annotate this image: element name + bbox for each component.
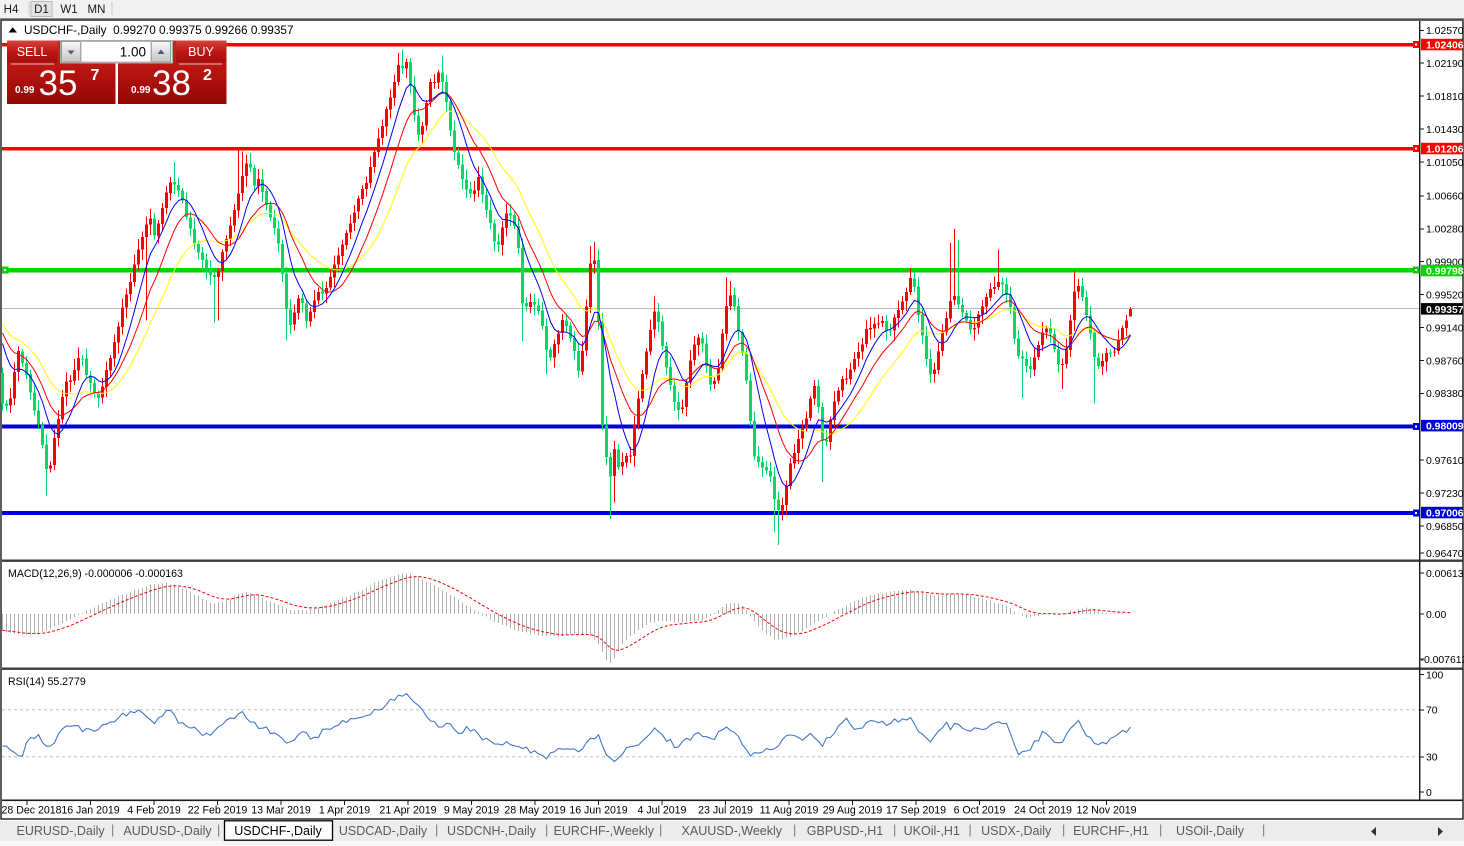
- svg-text:H4: H4: [4, 4, 19, 16]
- svg-text:35: 35: [39, 64, 78, 103]
- svg-text:23 Jul 2019: 23 Jul 2019: [698, 805, 753, 817]
- svg-text:MN: MN: [88, 4, 106, 16]
- svg-text:0.99357: 0.99357: [1426, 305, 1464, 316]
- svg-text:USDCNH-,Daily: USDCNH-,Daily: [447, 824, 537, 838]
- svg-text:28 May 2019: 28 May 2019: [504, 805, 565, 817]
- svg-text:0.00: 0.00: [1426, 610, 1446, 621]
- svg-text:AUDUSD-,Daily: AUDUSD-,Daily: [123, 824, 212, 838]
- svg-text:0.97610: 0.97610: [1426, 456, 1464, 467]
- svg-text:100: 100: [1426, 670, 1444, 681]
- svg-text:USDX-,Daily: USDX-,Daily: [981, 824, 1052, 838]
- svg-text:11 Aug 2019: 11 Aug 2019: [760, 805, 819, 817]
- svg-text:USDCAD-,Daily: USDCAD-,Daily: [339, 824, 428, 838]
- svg-text:16 Jun 2019: 16 Jun 2019: [569, 805, 627, 817]
- svg-text:13 Mar 2019: 13 Mar 2019: [251, 805, 311, 817]
- svg-text:0.99: 0.99: [131, 85, 151, 96]
- svg-text:1.02190: 1.02190: [1426, 59, 1464, 70]
- svg-text:0.99140: 0.99140: [1426, 323, 1464, 334]
- svg-text:38: 38: [152, 64, 191, 103]
- svg-text:UKOil-,H1: UKOil-,H1: [904, 824, 960, 838]
- svg-text:SELL: SELL: [17, 45, 48, 59]
- svg-text:D1: D1: [34, 4, 49, 16]
- svg-text:EURCHF-,H1: EURCHF-,H1: [1073, 824, 1149, 838]
- svg-text:6 Oct 2019: 6 Oct 2019: [954, 805, 1006, 817]
- svg-text:0.98009: 0.98009: [1426, 422, 1464, 433]
- svg-text:0.98380: 0.98380: [1426, 389, 1464, 400]
- svg-text:BUY: BUY: [188, 45, 214, 59]
- svg-text:9 May 2019: 9 May 2019: [444, 805, 499, 817]
- svg-text:0.99520: 0.99520: [1426, 290, 1464, 301]
- svg-text:RSI(14) 55.2779: RSI(14) 55.2779: [8, 676, 86, 688]
- svg-text:1.00: 1.00: [120, 45, 146, 60]
- svg-text:USOil-,Daily: USOil-,Daily: [1176, 824, 1245, 838]
- svg-text:22 Feb 2019: 22 Feb 2019: [188, 805, 248, 817]
- svg-text:30: 30: [1426, 753, 1438, 764]
- svg-text:0.97006: 0.97006: [1426, 509, 1464, 520]
- svg-text:24 Oct 2019: 24 Oct 2019: [1014, 805, 1072, 817]
- svg-text:W1: W1: [60, 4, 77, 16]
- svg-text:-0.007612: -0.007612: [1421, 655, 1464, 666]
- svg-text:1.01430: 1.01430: [1426, 125, 1464, 136]
- svg-text:1.01050: 1.01050: [1426, 158, 1464, 169]
- svg-text:1.00660: 1.00660: [1426, 192, 1464, 203]
- svg-text:1.01810: 1.01810: [1426, 92, 1464, 103]
- svg-text:29 Aug 2019: 29 Aug 2019: [823, 805, 883, 817]
- svg-text:0.99798: 0.99798: [1426, 267, 1464, 278]
- svg-text:EURCHF-,Weekly: EURCHF-,Weekly: [554, 824, 655, 838]
- svg-text:12 Nov 2019: 12 Nov 2019: [1076, 805, 1136, 817]
- svg-text:0.00613: 0.00613: [1426, 569, 1464, 580]
- svg-text:21 Apr 2019: 21 Apr 2019: [379, 805, 436, 817]
- svg-text:4 Feb 2019: 4 Feb 2019: [127, 805, 181, 817]
- svg-text:USDCHF-,Daily 0.99270 0.99375: USDCHF-,Daily 0.99270 0.99375 0.99266 0.…: [24, 23, 294, 37]
- svg-text:MACD(12,26,9) -0.000006 -0.000: MACD(12,26,9) -0.000006 -0.000163: [8, 568, 183, 580]
- svg-text:7: 7: [91, 67, 100, 84]
- svg-text:70: 70: [1426, 706, 1438, 717]
- svg-text:28 Dec 2018: 28 Dec 2018: [2, 805, 62, 817]
- svg-text:0.96470: 0.96470: [1426, 549, 1464, 560]
- svg-text:XAUUSD-,Weekly: XAUUSD-,Weekly: [682, 824, 783, 838]
- svg-text:0.99: 0.99: [15, 85, 35, 96]
- svg-text:16 Jan 2019: 16 Jan 2019: [61, 805, 119, 817]
- svg-text:1 Apr 2019: 1 Apr 2019: [319, 805, 370, 817]
- svg-text:4 Jul 2019: 4 Jul 2019: [638, 805, 687, 817]
- svg-text:0.97230: 0.97230: [1426, 489, 1464, 500]
- svg-text:0.96850: 0.96850: [1426, 522, 1464, 533]
- svg-text:1.02570: 1.02570: [1426, 26, 1464, 37]
- svg-text:USDCHF-,Daily: USDCHF-,Daily: [234, 824, 322, 838]
- svg-text:GBPUSD-,H1: GBPUSD-,H1: [807, 824, 883, 838]
- svg-text:17 Sep 2019: 17 Sep 2019: [886, 805, 946, 817]
- svg-text:0.99900: 0.99900: [1426, 258, 1464, 269]
- svg-text:1.02406: 1.02406: [1426, 41, 1464, 52]
- svg-text:2: 2: [203, 67, 212, 84]
- svg-text:EURUSD-,Daily: EURUSD-,Daily: [16, 824, 105, 838]
- svg-text:0: 0: [1426, 788, 1432, 799]
- svg-text:1.00280: 1.00280: [1426, 225, 1464, 236]
- svg-text:0.98760: 0.98760: [1426, 356, 1464, 367]
- svg-text:1.01206: 1.01206: [1426, 145, 1464, 156]
